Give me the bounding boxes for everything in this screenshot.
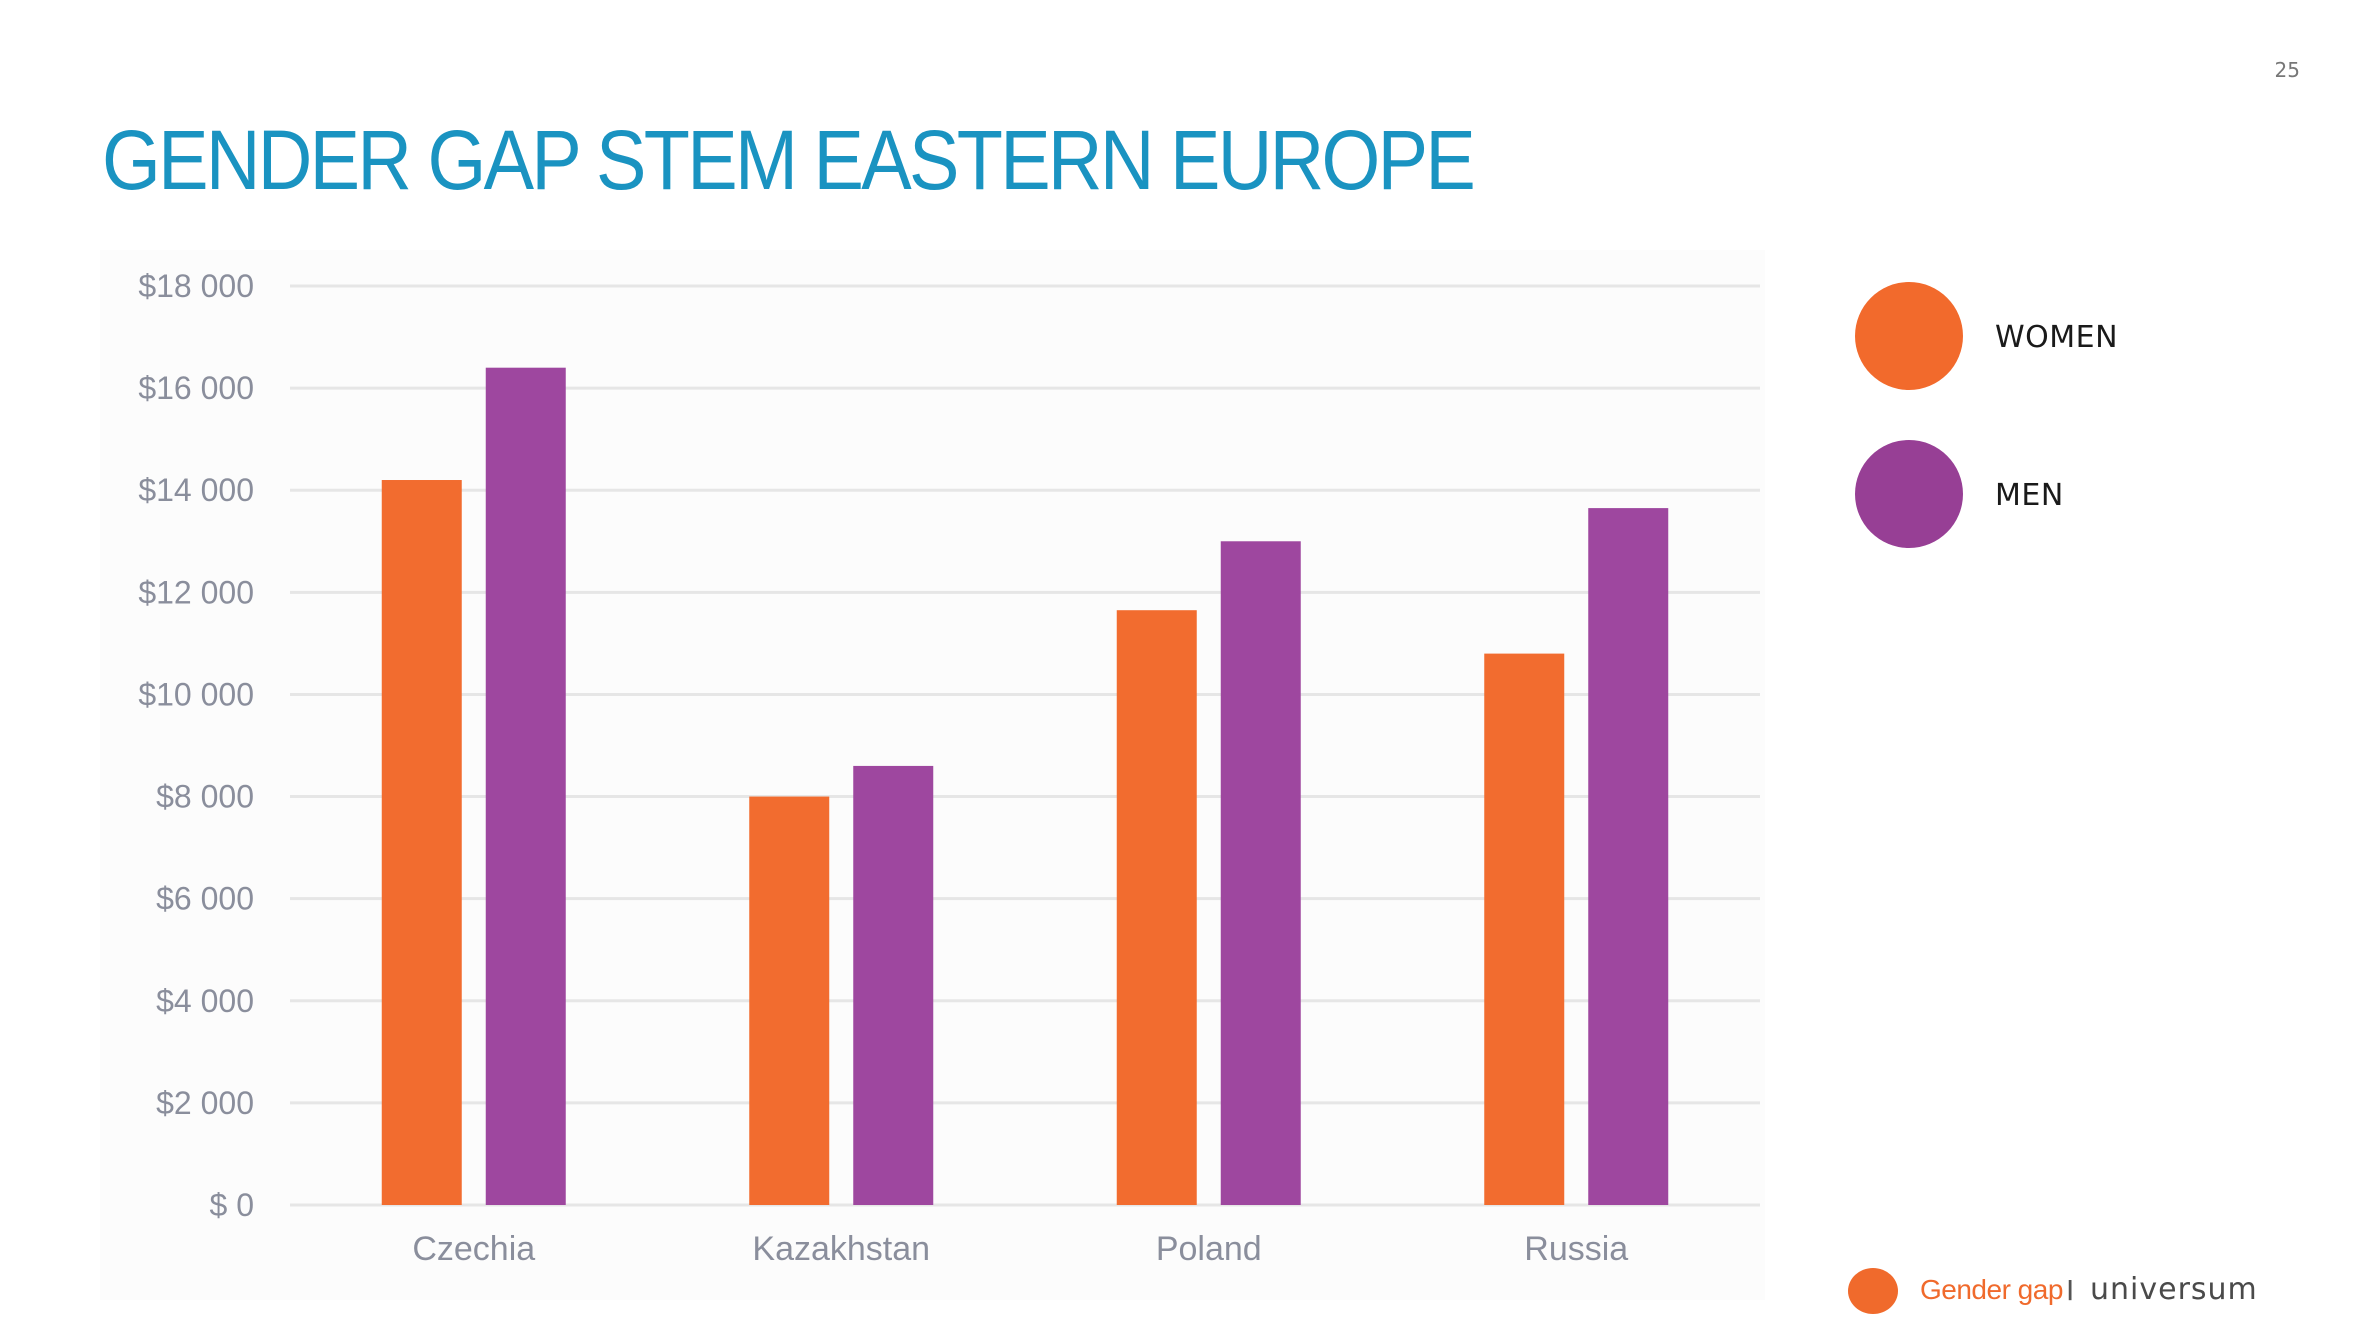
x-axis-categories: Czechia Kazakhstan Poland Russia	[412, 1230, 1628, 1268]
footer-separator: I	[2066, 1274, 2075, 1307]
bar-men-kazakhstan	[853, 765, 934, 1205]
y-tick-label: $4 000	[156, 983, 254, 1019]
slide-title: GENDER GAP STEM EASTERN EUROPE	[102, 113, 1476, 207]
legend: WOMEN MEN	[1855, 282, 2215, 598]
y-tick-label: $ 0	[210, 1187, 254, 1223]
bar-men-czechia	[485, 367, 566, 1205]
x-category-label: Poland	[1156, 1230, 1262, 1268]
y-tick-label: $2 000	[156, 1085, 254, 1121]
legend-swatch-men	[1855, 440, 1963, 548]
x-category-label: Kazakhstan	[752, 1230, 930, 1268]
y-axis-ticks: $ 0 $2 000 $4 000 $6 000 $8 000 $10 000 $12 00…	[138, 268, 254, 1223]
footer-brand-logo: universum	[2090, 1272, 2258, 1307]
bar-men-poland	[1220, 541, 1301, 1205]
bar-women-kazakhstan	[749, 796, 830, 1205]
legend-item-women: WOMEN	[1855, 282, 2215, 390]
page-number: 25	[2274, 58, 2300, 82]
legend-swatch-women	[1855, 282, 1963, 390]
legend-label-men: MEN	[1995, 478, 2064, 513]
bar-chart: $ 0 $2 000 $4 000 $6 000 $8 000 $10 000 $12 00…	[138, 268, 1760, 1268]
y-tick-label: $6 000	[156, 881, 254, 917]
y-tick-label: $14 000	[138, 472, 254, 508]
y-tick-label: $10 000	[138, 676, 254, 712]
footer-section-label: Gender gap	[1920, 1274, 2063, 1305]
legend-item-men: MEN	[1855, 440, 2215, 548]
y-tick-label: $18 000	[138, 268, 254, 304]
y-tick-label: $16 000	[138, 370, 254, 406]
x-category-label: Russia	[1524, 1230, 1628, 1268]
bar-women-russia	[1484, 653, 1565, 1205]
footer-dot	[1848, 1268, 1898, 1314]
y-tick-label: $12 000	[138, 574, 254, 610]
bars	[381, 367, 1669, 1205]
y-tick-label: $8 000	[156, 779, 254, 815]
legend-label-women: WOMEN	[1995, 320, 2119, 355]
bar-women-poland	[1116, 610, 1197, 1205]
bar-women-czechia	[381, 480, 462, 1205]
footer: Gender gap I universum	[1848, 1268, 2328, 1314]
bar-men-russia	[1588, 508, 1669, 1205]
x-category-label: Czechia	[412, 1230, 535, 1268]
